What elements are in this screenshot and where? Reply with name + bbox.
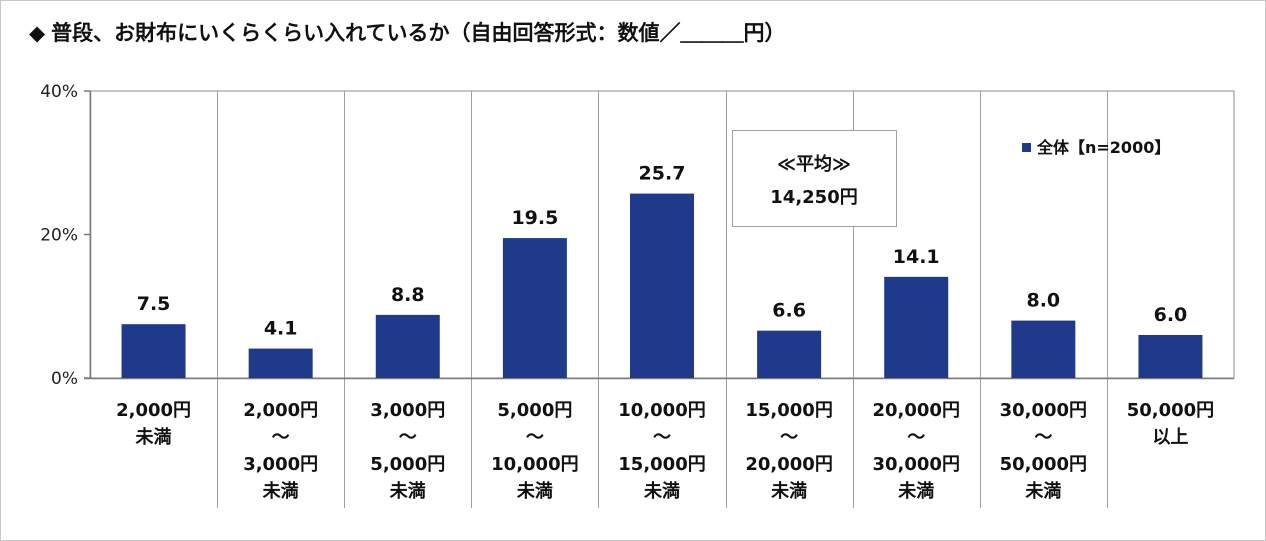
title-marker: ◆ bbox=[29, 21, 46, 45]
bar bbox=[502, 238, 567, 378]
category-label: 3,000円 bbox=[243, 454, 318, 475]
category-label: 15,000円 bbox=[618, 454, 705, 475]
bar bbox=[121, 324, 186, 378]
category-label: ～ bbox=[526, 427, 544, 448]
data-label: 6.6 bbox=[772, 300, 806, 322]
bar bbox=[375, 314, 440, 378]
data-label: 19.5 bbox=[511, 207, 558, 229]
bar bbox=[248, 348, 313, 378]
category-label: 未満 bbox=[898, 480, 934, 502]
category-label: 未満 bbox=[644, 480, 680, 502]
bar bbox=[630, 193, 694, 378]
category-label: 未満 bbox=[1025, 480, 1061, 502]
category-label: ～ bbox=[1034, 427, 1052, 448]
average-value: 14,250円 bbox=[770, 187, 857, 208]
y-tick-label: 20% bbox=[40, 226, 78, 246]
category-label: 3,000円 bbox=[370, 400, 445, 421]
category-label: 5,000円 bbox=[497, 400, 572, 421]
category-label: 未満 bbox=[517, 480, 553, 502]
data-label: 14.1 bbox=[893, 246, 940, 268]
category-label: 未満 bbox=[771, 480, 807, 502]
legend-label: 全体【n=2000】 bbox=[1036, 138, 1170, 157]
category-label: 2,000円 bbox=[243, 400, 318, 421]
average-label: ≪平均≫ bbox=[777, 153, 851, 175]
bar bbox=[884, 276, 949, 378]
category-label: 30,000円 bbox=[1000, 400, 1087, 421]
category-label: 30,000円 bbox=[872, 454, 959, 475]
category-label: 5,000円 bbox=[370, 454, 445, 475]
category-label: 50,000円 bbox=[1000, 454, 1087, 475]
y-tick-label: 40% bbox=[40, 82, 78, 102]
bar bbox=[1011, 320, 1076, 378]
y-tick-label: 0% bbox=[51, 369, 78, 389]
category-label: 未満 bbox=[263, 480, 299, 502]
category-label: 10,000円 bbox=[491, 454, 578, 475]
category-label: 10,000円 bbox=[618, 400, 705, 421]
bar bbox=[757, 330, 822, 378]
data-label: 25.7 bbox=[639, 163, 686, 185]
category-label: ～ bbox=[780, 427, 798, 448]
data-label: 8.8 bbox=[391, 284, 425, 306]
category-label: 以上 bbox=[1152, 427, 1188, 448]
data-label: 8.0 bbox=[1026, 290, 1060, 312]
data-label: 7.5 bbox=[137, 293, 171, 315]
data-label: 6.0 bbox=[1154, 304, 1188, 326]
bar bbox=[1138, 334, 1203, 378]
category-label: 20,000円 bbox=[745, 454, 832, 475]
title-text: 普段、お財布にいくらくらい入れているか（自由回答形式：数値／＿＿＿円） bbox=[51, 21, 786, 45]
category-label: 20,000円 bbox=[872, 400, 959, 421]
category-label: ～ bbox=[653, 427, 671, 448]
legend-swatch bbox=[1022, 143, 1031, 152]
average-box bbox=[732, 130, 897, 227]
chart-title: ◆ 普段、お財布にいくらくらい入れているか（自由回答形式：数値／＿＿＿円） bbox=[29, 17, 786, 47]
category-label: 15,000円 bbox=[745, 400, 832, 421]
category-label: 未満 bbox=[390, 480, 426, 502]
category-label: ～ bbox=[907, 427, 925, 448]
category-label: ～ bbox=[399, 427, 417, 448]
category-label: ～ bbox=[272, 427, 290, 448]
category-label: 未満 bbox=[136, 426, 172, 448]
data-label: 4.1 bbox=[264, 318, 298, 340]
category-label: 50,000円 bbox=[1127, 400, 1214, 421]
category-label: 2,000円 bbox=[116, 400, 191, 421]
